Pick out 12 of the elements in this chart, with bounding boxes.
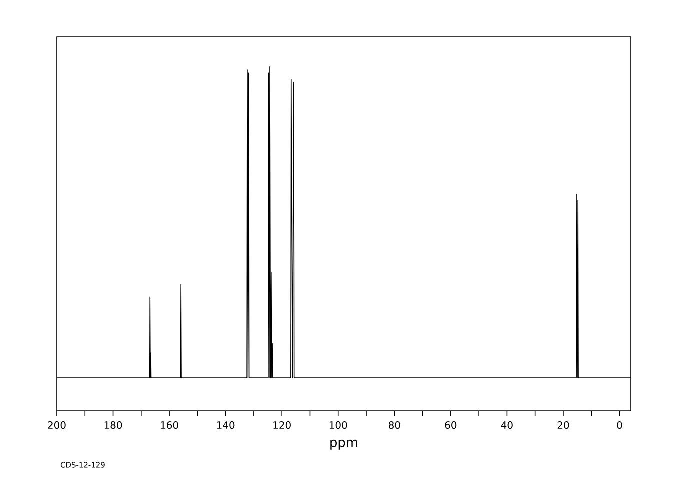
x-tick-label: 140 (217, 422, 235, 430)
x-tick-label: 120 (274, 422, 291, 430)
x-tick-label: 20 (558, 422, 570, 430)
x-axis-title: ppm (330, 440, 358, 450)
x-tick-label: 0 (617, 422, 622, 430)
x-tick-label: 80 (388, 422, 400, 430)
x-tick-label: 180 (104, 422, 122, 430)
x-tick-label: 40 (501, 422, 513, 430)
x-tick-label: 160 (161, 422, 178, 430)
x-tick-label: 100 (330, 422, 348, 430)
x-tick-label: 200 (48, 422, 66, 430)
x-tick-label: 60 (445, 422, 457, 430)
